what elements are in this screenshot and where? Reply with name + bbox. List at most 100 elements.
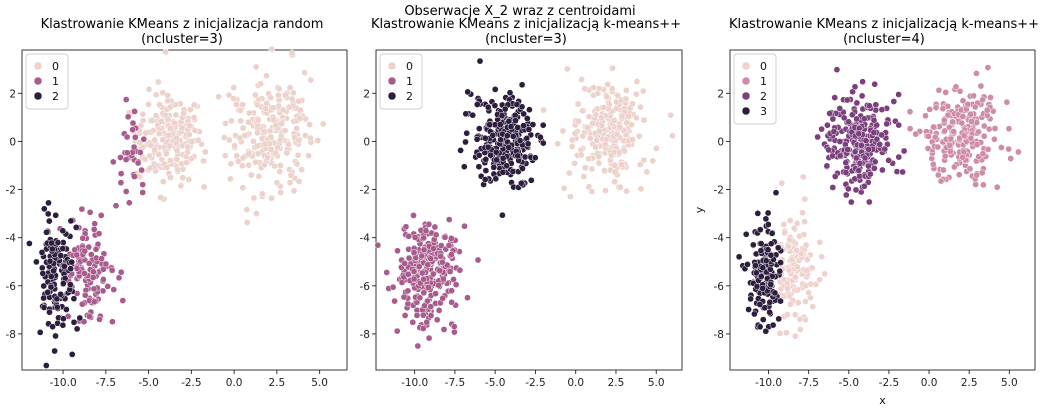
panel-2-title-line1: Klastrowanie KMeans z inicjalizacją k-me… bbox=[370, 17, 682, 32]
data-point-cluster-1 bbox=[941, 127, 949, 135]
data-point-cluster-2 bbox=[537, 133, 544, 141]
data-point-cluster-0 bbox=[635, 132, 643, 140]
data-point-cluster-1 bbox=[925, 133, 932, 140]
data-point-cluster-0 bbox=[585, 155, 592, 163]
data-point-cluster-2 bbox=[36, 329, 44, 336]
data-point-cluster-1 bbox=[401, 312, 409, 319]
data-point-cluster-2 bbox=[68, 351, 76, 358]
data-point-cluster-0 bbox=[254, 101, 261, 109]
data-point-cluster-0 bbox=[560, 184, 568, 192]
data-point-cluster-1 bbox=[942, 89, 950, 96]
data-point-cluster-1 bbox=[410, 249, 418, 256]
data-point-cluster-1 bbox=[445, 216, 453, 223]
data-point-cluster-1 bbox=[81, 247, 89, 255]
data-point-cluster-0 bbox=[609, 64, 616, 72]
data-point-cluster-3 bbox=[757, 247, 765, 254]
data-point-cluster-3 bbox=[753, 283, 761, 290]
data-point-cluster-2 bbox=[464, 88, 472, 96]
data-point-cluster-0 bbox=[268, 194, 275, 202]
data-point-cluster-1 bbox=[448, 251, 455, 258]
data-point-cluster-1 bbox=[398, 279, 406, 286]
data-point-cluster-1 bbox=[960, 132, 968, 139]
data-point-cluster-2 bbox=[50, 267, 57, 275]
data-point-cluster-2 bbox=[475, 163, 483, 171]
data-point-cluster-0 bbox=[155, 130, 163, 138]
data-point-cluster-0 bbox=[601, 167, 608, 174]
data-point-cluster-1 bbox=[374, 241, 382, 249]
data-point-cluster-1 bbox=[980, 181, 987, 189]
data-point-cluster-2 bbox=[496, 121, 504, 128]
data-point-cluster-2 bbox=[518, 81, 526, 89]
data-point-cluster-1 bbox=[1003, 98, 1011, 106]
data-point-cluster-0 bbox=[611, 162, 618, 169]
data-point-cluster-2 bbox=[513, 101, 521, 108]
data-point-cluster-1 bbox=[130, 143, 138, 151]
data-point-cluster-1 bbox=[410, 212, 417, 219]
data-point-cluster-0 bbox=[165, 132, 173, 139]
data-point-cluster-0 bbox=[593, 137, 601, 144]
data-point-cluster-2 bbox=[503, 162, 511, 170]
data-point-cluster-0 bbox=[793, 220, 801, 227]
data-point-cluster-2 bbox=[499, 168, 507, 176]
legend-label-1: 1 bbox=[760, 75, 767, 88]
data-point-cluster-1 bbox=[99, 287, 107, 295]
data-point-cluster-3 bbox=[764, 221, 772, 228]
data-point-cluster-0 bbox=[163, 164, 171, 171]
data-point-cluster-2 bbox=[823, 162, 831, 170]
data-point-cluster-0 bbox=[222, 120, 229, 127]
data-point-cluster-0 bbox=[159, 178, 167, 185]
data-point-cluster-2 bbox=[38, 264, 46, 272]
data-point-cluster-0 bbox=[595, 159, 603, 167]
data-point-cluster-3 bbox=[762, 327, 770, 335]
data-point-cluster-0 bbox=[277, 162, 284, 169]
data-point-cluster-2 bbox=[529, 121, 537, 128]
data-point-cluster-1 bbox=[115, 274, 123, 282]
data-point-cluster-0 bbox=[598, 114, 605, 121]
data-point-cluster-0 bbox=[271, 162, 278, 170]
data-point-cluster-1 bbox=[125, 199, 133, 207]
data-point-cluster-1 bbox=[1015, 148, 1022, 156]
data-point-cluster-0 bbox=[623, 119, 631, 127]
data-point-cluster-0 bbox=[282, 91, 289, 99]
data-point-cluster-3 bbox=[752, 262, 759, 269]
data-point-cluster-1 bbox=[414, 342, 422, 350]
data-point-cluster-0 bbox=[151, 136, 159, 144]
data-point-cluster-1 bbox=[956, 87, 964, 95]
data-point-cluster-1 bbox=[949, 118, 956, 126]
data-point-cluster-0 bbox=[629, 136, 637, 143]
data-point-cluster-2 bbox=[858, 92, 866, 100]
data-point-cluster-1 bbox=[991, 135, 998, 143]
data-point-cluster-0 bbox=[800, 231, 808, 238]
data-point-cluster-1 bbox=[939, 105, 947, 113]
data-point-cluster-1 bbox=[91, 220, 99, 228]
data-point-cluster-1 bbox=[959, 153, 966, 161]
data-point-cluster-2 bbox=[516, 137, 524, 144]
data-point-cluster-0 bbox=[264, 154, 271, 161]
data-point-cluster-2 bbox=[833, 66, 841, 74]
data-point-cluster-0 bbox=[288, 49, 296, 57]
data-point-cluster-2 bbox=[852, 186, 860, 194]
data-point-cluster-3 bbox=[777, 259, 784, 266]
data-point-cluster-2 bbox=[475, 125, 483, 132]
data-point-cluster-2 bbox=[486, 121, 493, 129]
data-point-cluster-1 bbox=[937, 177, 945, 185]
data-point-cluster-0 bbox=[791, 311, 799, 319]
data-point-cluster-1 bbox=[405, 245, 412, 253]
data-point-cluster-1 bbox=[123, 133, 131, 141]
panel-1-title-line1: Klastrowanie KMeans z inicjalizacja rand… bbox=[40, 17, 324, 32]
data-point-cluster-1 bbox=[431, 223, 439, 231]
data-point-cluster-3 bbox=[754, 210, 762, 217]
data-point-cluster-1 bbox=[420, 234, 428, 242]
data-point-cluster-1 bbox=[958, 119, 966, 127]
data-point-cluster-0 bbox=[301, 69, 308, 77]
panel-2-title: Klastrowanie KMeans z inicjalizacją k-me… bbox=[366, 17, 686, 47]
data-point-cluster-2 bbox=[38, 249, 46, 256]
data-point-cluster-2 bbox=[878, 131, 886, 139]
data-point-cluster-1 bbox=[402, 223, 410, 231]
data-point-cluster-0 bbox=[251, 91, 259, 99]
data-point-cluster-0 bbox=[778, 179, 786, 187]
data-point-cluster-2 bbox=[525, 126, 533, 133]
data-point-cluster-2 bbox=[519, 165, 526, 172]
data-point-cluster-1 bbox=[391, 297, 398, 305]
data-point-cluster-1 bbox=[940, 116, 948, 124]
